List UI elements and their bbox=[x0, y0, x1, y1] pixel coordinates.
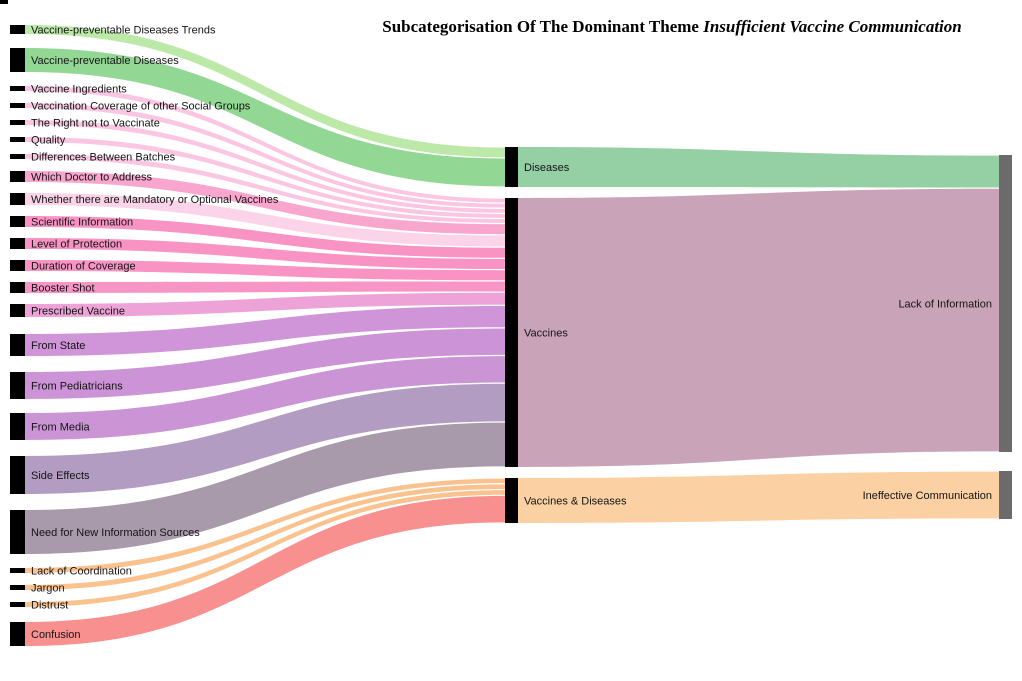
link-differences-batches-to-vaccines bbox=[25, 154, 505, 223]
label-distrust: Distrust bbox=[31, 600, 68, 612]
node-ineffective-communication[interactable] bbox=[999, 471, 1012, 519]
link-vpd-trends-to-diseases bbox=[25, 25, 505, 158]
node-from-state[interactable] bbox=[10, 334, 25, 356]
node-confusion[interactable] bbox=[10, 622, 25, 646]
label-lack-of-information: Lack of Information bbox=[898, 299, 992, 311]
node-from-media[interactable] bbox=[10, 413, 25, 440]
link-vaccine-ingredients-to-vaccines bbox=[25, 86, 505, 203]
node-from-pediatricians[interactable] bbox=[10, 372, 25, 399]
label-jargon: Jargon bbox=[31, 583, 65, 595]
label-lack-of-coordination: Lack of Coordination bbox=[31, 566, 132, 578]
link-side-effects-to-vaccines bbox=[25, 383, 505, 494]
link-need-new-sources-to-vaccines bbox=[25, 422, 505, 554]
label-duration-of-coverage: Duration of Coverage bbox=[31, 261, 136, 273]
link-level-of-protection-to-vaccines bbox=[25, 238, 505, 269]
label-confusion: Confusion bbox=[31, 629, 81, 641]
stray-node-fragment bbox=[0, 0, 8, 4]
label-from-media: From Media bbox=[31, 422, 91, 434]
node-vpd[interactable] bbox=[10, 48, 25, 72]
label-diseases: Diseases bbox=[524, 162, 570, 174]
node-mandatory-optional[interactable] bbox=[10, 193, 25, 205]
node-scientific-information[interactable] bbox=[10, 216, 25, 227]
link-jargon-to-vacc-diseases bbox=[25, 484, 505, 590]
node-right-not-to-vaccinate[interactable] bbox=[10, 120, 25, 125]
nodes-layer bbox=[10, 25, 1012, 646]
node-lack-of-information[interactable] bbox=[999, 155, 1012, 452]
label-vaccination-coverage: Vaccination Coverage of other Social Gro… bbox=[31, 101, 251, 113]
link-mandatory-optional-to-vaccines bbox=[25, 193, 505, 247]
node-diseases[interactable] bbox=[505, 147, 518, 187]
link-booster-shot-to-vaccines bbox=[25, 281, 505, 293]
chart-title-emphasis: Insufficient Vaccine Communication bbox=[703, 17, 962, 36]
label-vacc-diseases: Vaccines & Diseases bbox=[524, 496, 627, 508]
link-right-not-to-vaccinate-to-vaccines bbox=[25, 120, 505, 213]
label-differences-batches: Differences Between Batches bbox=[31, 152, 176, 164]
node-vaccination-coverage[interactable] bbox=[10, 103, 25, 108]
node-distrust[interactable] bbox=[10, 602, 25, 607]
link-from-pediatricians-to-vaccines bbox=[25, 328, 505, 399]
link-lack-of-coordination-to-vacc-diseases bbox=[25, 478, 505, 573]
node-which-doctor[interactable] bbox=[10, 171, 25, 182]
label-vpd: Vaccine-preventable Diseases bbox=[31, 55, 179, 67]
label-need-new-sources: Need for New Information Sources bbox=[31, 527, 200, 539]
link-vaccination-coverage-to-vaccines bbox=[25, 103, 505, 208]
label-side-effects: Side Effects bbox=[31, 470, 90, 482]
link-distrust-to-vacc-diseases bbox=[25, 490, 505, 607]
label-ineffective-communication: Ineffective Communication bbox=[863, 490, 992, 502]
label-right-not-to-vaccinate: The Right not to Vaccinate bbox=[31, 118, 160, 130]
link-confusion-to-vacc-diseases bbox=[25, 495, 505, 646]
node-side-effects[interactable] bbox=[10, 456, 25, 494]
node-vpd-trends[interactable] bbox=[10, 25, 25, 34]
node-vacc-diseases[interactable] bbox=[505, 478, 518, 523]
node-vaccines[interactable] bbox=[505, 198, 518, 467]
label-vaccine-ingredients: Vaccine Ingredients bbox=[31, 84, 127, 96]
node-level-of-protection[interactable] bbox=[10, 238, 25, 249]
node-duration-of-coverage[interactable] bbox=[10, 260, 25, 271]
link-diseases-to-lack-of-information bbox=[518, 147, 999, 188]
label-prescribed-vaccine: Prescribed Vaccine bbox=[31, 306, 125, 318]
chart-title: Subcategorisation Of The Dominant Theme … bbox=[350, 17, 994, 37]
link-quality-to-vaccines bbox=[25, 137, 505, 218]
label-vpd-trends: Vaccine-preventable Diseases Trends bbox=[31, 25, 216, 37]
node-lack-of-coordination[interactable] bbox=[10, 568, 25, 573]
link-duration-of-coverage-to-vaccines bbox=[25, 260, 505, 281]
node-booster-shot[interactable] bbox=[10, 282, 25, 293]
label-from-state: From State bbox=[31, 340, 85, 352]
link-scientific-information-to-vaccines bbox=[25, 216, 505, 258]
label-from-pediatricians: From Pediatricians bbox=[31, 381, 123, 393]
node-differences-batches[interactable] bbox=[10, 154, 25, 159]
link-which-doctor-to-vaccines bbox=[25, 171, 505, 235]
link-prescribed-vaccine-to-vaccines bbox=[25, 292, 505, 317]
node-jargon[interactable] bbox=[10, 585, 25, 590]
label-quality: Quality bbox=[31, 135, 66, 147]
links-layer bbox=[25, 25, 999, 646]
link-vacc-diseases-to-ineffective-communication bbox=[518, 471, 999, 523]
chart-title-prefix: Subcategorisation Of The Dominant Theme bbox=[382, 17, 704, 36]
label-mandatory-optional: Whether there are Mandatory or Optional … bbox=[31, 194, 279, 206]
label-scientific-information: Scientific Information bbox=[31, 217, 133, 229]
link-from-state-to-vaccines bbox=[25, 305, 505, 356]
label-which-doctor: Which Doctor to Address bbox=[31, 172, 153, 184]
link-from-media-to-vaccines bbox=[25, 356, 505, 440]
node-need-new-sources[interactable] bbox=[10, 510, 25, 554]
label-vaccines: Vaccines bbox=[524, 328, 568, 340]
node-prescribed-vaccine[interactable] bbox=[10, 304, 25, 317]
link-vpd-to-diseases bbox=[25, 48, 505, 187]
node-quality[interactable] bbox=[10, 137, 25, 142]
link-vaccines-to-lack-of-information bbox=[518, 188, 999, 467]
label-booster-shot: Booster Shot bbox=[31, 283, 95, 295]
label-level-of-protection: Level of Protection bbox=[31, 239, 122, 251]
labels-layer: Vaccine-preventable Diseases Trends Vacci… bbox=[31, 25, 992, 642]
node-vaccine-ingredients[interactable] bbox=[10, 86, 25, 91]
